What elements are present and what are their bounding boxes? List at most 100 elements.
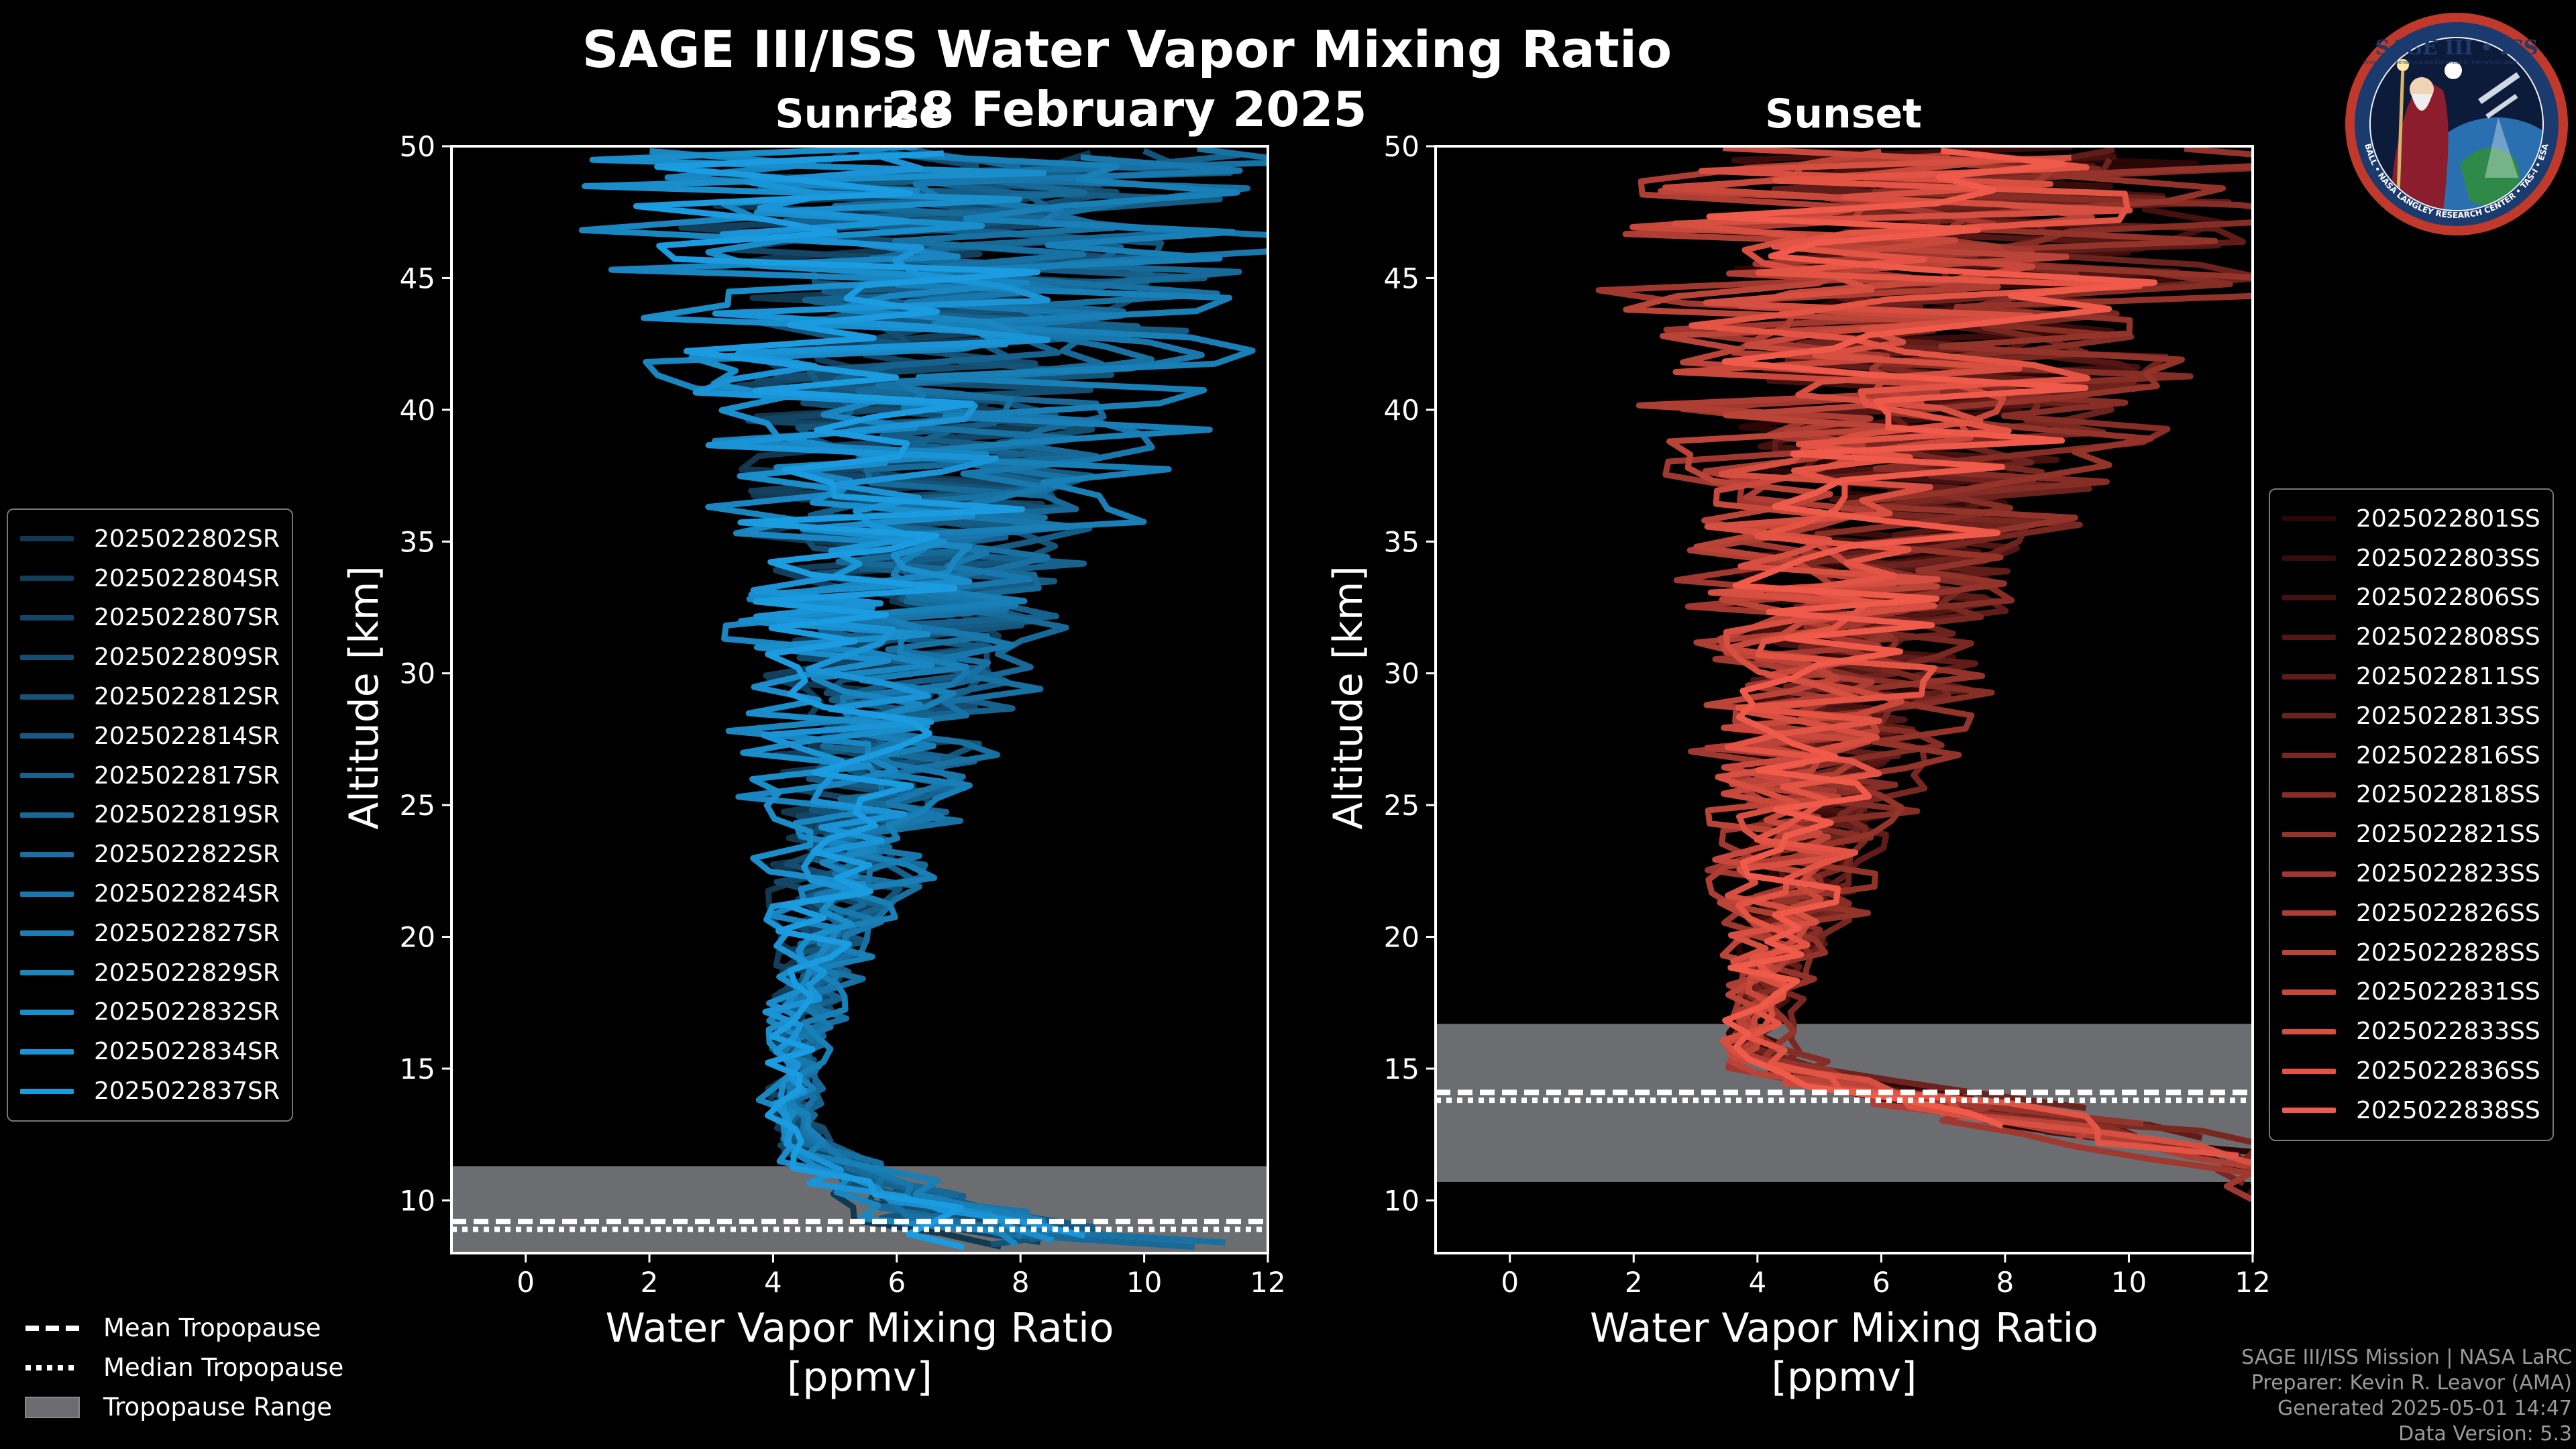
sunrise-legend: 2025022802SR 2025022804SR 2025022807SR 2025… — [7, 508, 293, 1122]
sunrise-panel-title: Sunrise — [775, 91, 946, 138]
legend-label: 2025022827SR — [94, 919, 280, 947]
legend-label: 2025022803SS — [2356, 544, 2540, 572]
legend-swatch — [20, 694, 74, 700]
legend-swatch — [20, 654, 74, 660]
legend-label: 2025022831SS — [2356, 978, 2540, 1006]
mean-tropopause-label: Mean Tropopause — [103, 1313, 321, 1342]
legend-item-2025022834SR: 2025022834SR — [20, 1032, 280, 1071]
legend-label: 2025022838SS — [2356, 1096, 2540, 1124]
legend-item-2025022821SS: 2025022821SS — [2282, 814, 2540, 854]
legend-item-2025022822SR: 2025022822SR — [20, 835, 280, 874]
light-beam-icon — [2485, 117, 2518, 178]
x-axis-label: Water Vapor Mixing Ratio — [606, 1305, 1114, 1352]
iss-solar-panel-icon — [2478, 72, 2520, 105]
legend-swatch — [2282, 753, 2336, 759]
legend-swatch — [20, 891, 74, 897]
legend-item-2025022833SS: 2025022833SS — [2282, 1012, 2540, 1051]
axes-frame — [450, 145, 1269, 1254]
legend-item-2025022809SR: 2025022809SR — [20, 637, 280, 677]
chart-date: 28 February 2025 — [887, 81, 1366, 138]
dotted-line-swatch — [25, 1364, 79, 1371]
profile-lines — [578, 146, 1268, 1250]
tropopause-range-label: Tropopause Range — [103, 1393, 333, 1421]
legend-swatch — [20, 970, 74, 976]
legend-item-2025022804SR: 2025022804SR — [20, 559, 280, 598]
legend-label: 2025022834SR — [94, 1038, 280, 1066]
iss-truss-icon — [2485, 94, 2518, 119]
legend-label: 2025022823SS — [2356, 860, 2540, 888]
legend-label: 2025022807SR — [94, 604, 280, 632]
legend-swatch — [20, 576, 74, 582]
legend-item-2025022817SR: 2025022817SR — [20, 756, 280, 796]
legend-swatch — [20, 930, 74, 936]
x-axis-unit: [ppmv] — [787, 1354, 932, 1401]
y-axis-label: Altitude [km] — [341, 566, 388, 830]
y-tick-label: 15 — [1384, 1053, 1419, 1085]
sunset-panel: 10 15 20 25 30 35 40 45 50 0 2 4 6 8 10 12 Water Vapor M… — [1325, 130, 2271, 1401]
legend-item-2025022827SR: 2025022827SR — [20, 914, 280, 953]
legend-swatch — [2282, 1028, 2336, 1034]
axes-frame — [1434, 145, 2254, 1254]
legend-label: 2025022801SS — [2356, 504, 2540, 533]
moon-icon — [2445, 62, 2462, 79]
legend-label: 2025022814SR — [94, 722, 280, 750]
credit-generated: Generated 2025-05-01 14:47 — [2277, 1397, 2572, 1420]
dashed-line-swatch — [25, 1325, 79, 1331]
legend-label: 2025022812SR — [94, 683, 280, 711]
x-tick-label: 10 — [1126, 1266, 1162, 1299]
legend-item-2025022813SS: 2025022813SS — [2282, 696, 2540, 736]
sunset-panel-title: Sunset — [1765, 91, 1922, 138]
legend-item-2025022819SR: 2025022819SR — [20, 796, 280, 835]
y-tick-label: 50 — [1384, 130, 1419, 163]
y-tick-label: 35 — [1384, 525, 1419, 558]
y-axis-label: Altitude [km] — [1325, 566, 1372, 830]
legend-label: 2025022822SR — [94, 841, 280, 869]
legend-item-2025022816SS: 2025022816SS — [2282, 736, 2540, 775]
sage-iii-mission-badge-logo: SAGE III • ISS Stratospheric Aerosol and… — [2345, 13, 2568, 235]
legend-item-2025022831SS: 2025022831SS — [2282, 973, 2540, 1012]
legend-item-2025022832SR: 2025022832SR — [20, 993, 280, 1032]
legend-label: 2025022813SS — [2356, 702, 2540, 730]
x-tick-label: 0 — [517, 1266, 535, 1299]
figure-robe-icon — [2390, 84, 2449, 210]
legend-item-2025022829SR: 2025022829SR — [20, 953, 280, 993]
legend-swatch — [20, 851, 74, 857]
profile-line-2025022838SS — [1706, 148, 2158, 1129]
legend-swatch — [20, 1088, 74, 1094]
legend-item-tropopause-range: Tropopause Range — [24, 1387, 343, 1427]
x-tick-label: 8 — [1996, 1266, 2015, 1299]
legend-item-2025022808SS: 2025022808SS — [2282, 617, 2540, 657]
legend-label: 2025022817SR — [94, 761, 280, 790]
legend-swatch — [2282, 555, 2336, 561]
y-tick-label: 35 — [400, 525, 435, 558]
profile-lines — [1595, 146, 2253, 1203]
y-tick-label: 40 — [400, 394, 435, 427]
x-tick-label: 2 — [641, 1266, 659, 1299]
legend-label: 2025022806SS — [2356, 584, 2540, 612]
tropopause-legend: Mean Tropopause Median Tropopause Tropop… — [24, 1308, 343, 1427]
x-tick-label: 6 — [888, 1266, 906, 1299]
legend-swatch — [2282, 713, 2336, 719]
legend-label: 2025022826SS — [2356, 899, 2540, 927]
legend-swatch — [2282, 910, 2336, 916]
staff-icon — [2396, 66, 2405, 210]
legend-swatch — [2282, 831, 2336, 837]
range-band-swatch — [25, 1396, 80, 1418]
legend-label: 2025022832SR — [94, 998, 280, 1026]
legend-swatch — [2282, 634, 2336, 640]
legend-swatch — [20, 536, 74, 542]
profile-line-2025022827SR — [781, 150, 1256, 1235]
median-tropopause-label: Median Tropopause — [103, 1353, 344, 1382]
y-tick-label: 40 — [1384, 394, 1419, 427]
legend-label: 2025022836SS — [2356, 1057, 2540, 1085]
legend-swatch — [2282, 1108, 2336, 1114]
sunset-legend: 2025022801SS 2025022803SS 2025022806SS 2025… — [2269, 488, 2554, 1141]
legend-swatch — [20, 1049, 74, 1055]
legend-item-2025022828SS: 2025022828SS — [2282, 933, 2540, 973]
legend-label: 2025022828SS — [2356, 938, 2540, 967]
y-tick-label: 30 — [400, 657, 435, 690]
y-tick-label: 50 — [400, 130, 435, 163]
legend-item-2025022801SS: 2025022801SS — [2282, 499, 2540, 539]
legend-item-2025022818SS: 2025022818SS — [2282, 775, 2540, 815]
legend-item-2025022806SS: 2025022806SS — [2282, 578, 2540, 618]
